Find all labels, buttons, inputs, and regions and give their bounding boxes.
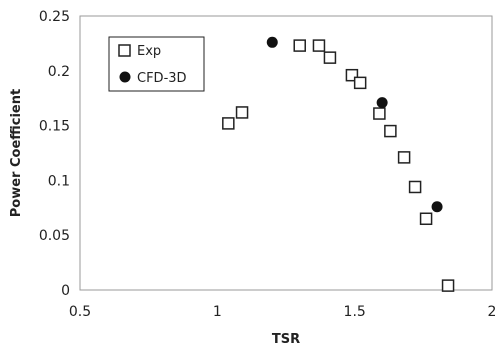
- y-tick-label: 0.2: [48, 64, 70, 80]
- exp-point: [408, 180, 422, 194]
- exp-point: [441, 279, 455, 292]
- exp-point: [384, 124, 397, 138]
- y-tick-label: 0.25: [39, 9, 70, 25]
- y-axis-ticks: 0 0.05 0.1 0.15 0.2 0.25: [39, 9, 70, 299]
- exp-point: [373, 107, 386, 120]
- y-axis-label: Power Coefficient: [9, 89, 24, 217]
- x-tick-label: 0.5: [69, 304, 91, 320]
- x-tick-label: 2: [488, 304, 497, 320]
- y-tick-label: 0.1: [48, 173, 70, 189]
- exp-point: [235, 106, 249, 119]
- legend-marker-exp: [118, 44, 131, 57]
- cfd-3d-point: [431, 201, 443, 213]
- exp-point: [312, 39, 326, 52]
- exp-point: [397, 151, 411, 164]
- x-tick-label: 1.5: [344, 304, 366, 320]
- x-axis-label: TSR: [272, 332, 300, 347]
- exp-point: [419, 212, 433, 226]
- exp-point: [323, 51, 337, 64]
- legend-label-exp: Exp: [137, 44, 161, 59]
- y-tick-label: 0.05: [39, 228, 70, 244]
- exp-point: [222, 117, 235, 130]
- data-points: [222, 36, 455, 292]
- y-tick-label: 0.15: [39, 119, 70, 135]
- plot-area: [79, 15, 493, 291]
- x-axis-ticks: 0.5 1 1.5 2: [69, 304, 497, 320]
- legend-marker-cfd-3d: [119, 71, 131, 83]
- y-tick-label: 0: [61, 283, 70, 299]
- cfd-3d-point: [376, 97, 388, 109]
- exp-point: [345, 68, 359, 82]
- legend-label-cfd-3d: CFD-3D: [137, 71, 187, 86]
- x-tick-label: 1: [213, 304, 222, 320]
- cfd-3d-point: [266, 36, 278, 48]
- legend: Exp CFD-3D: [108, 36, 205, 92]
- exp-point: [353, 76, 367, 90]
- exp-point: [293, 39, 306, 52]
